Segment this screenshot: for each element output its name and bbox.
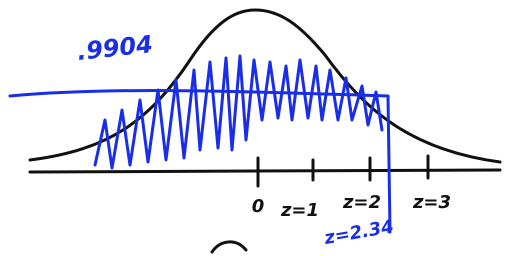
arc [212, 242, 246, 252]
level-line [10, 91, 390, 232]
z-value: z=2.34 [322, 216, 396, 249]
page: {"annotation": ".9904", "axis_labels": [… [0, 0, 506, 256]
annotation: .9904 [76, 30, 154, 66]
sketch: .9904 0 z=1 z=2 z=3 z=2.34 [0, 0, 506, 256]
axis-label: 0 [252, 196, 265, 217]
axis-label: z=1 [280, 200, 319, 221]
axis-label: z=3 [412, 192, 451, 213]
axis-label: z=2 [342, 192, 381, 213]
